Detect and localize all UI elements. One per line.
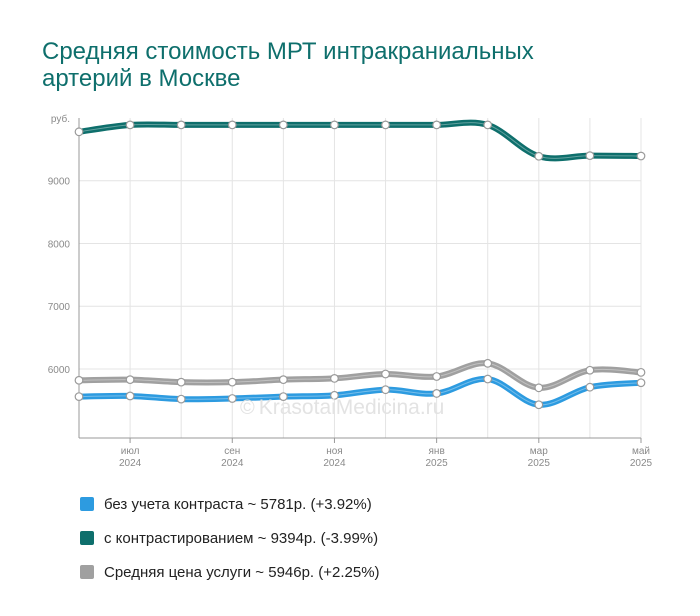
copyright-icon: ©	[240, 396, 255, 419]
data-point	[227, 394, 237, 403]
x-tick-label-year: 2024	[221, 458, 244, 469]
data-point	[381, 385, 390, 395]
series-line-0e6f6c	[76, 119, 644, 162]
x-tick-label-year: 2025	[630, 458, 653, 469]
data-point	[330, 373, 339, 383]
data-point	[74, 392, 84, 401]
y-tick-label: 8000	[48, 239, 71, 250]
y-tick-label: 6000	[48, 365, 71, 376]
watermark-text: KrasotaiMedicina.ru	[258, 396, 445, 419]
data-point	[432, 372, 442, 381]
data-point	[381, 369, 390, 379]
y-tick-label: 9000	[48, 177, 71, 188]
x-tick-label-month: сен	[224, 446, 240, 457]
data-point	[176, 377, 186, 387]
data-point	[176, 120, 186, 130]
data-point	[125, 391, 135, 401]
legend-label: с контрастированием ~ 9394р. (-3.99%)	[104, 529, 379, 547]
legend-item-no-contrast[interactable]: без учета контраста ~ 5781р. (+3.92%)	[80, 487, 380, 521]
data-point	[483, 358, 493, 368]
x-tick-label-year: 2024	[323, 458, 346, 469]
data-point	[585, 365, 595, 375]
x-tick-label-month: май	[632, 446, 650, 457]
data-point	[278, 375, 288, 385]
data-point	[74, 127, 84, 137]
legend-item-with-contrast[interactable]: с контрастированием ~ 9394р. (-3.99%)	[80, 521, 380, 555]
data-point	[534, 151, 544, 161]
x-tick-label-month: янв	[429, 446, 445, 457]
legend-swatch	[80, 565, 94, 579]
legend-swatch	[80, 531, 94, 545]
data-point	[278, 120, 288, 130]
line-chart: 9000800070006000руб.июл2024сен2024ноя202…	[48, 113, 653, 469]
data-point	[330, 120, 339, 130]
data-point	[432, 120, 442, 130]
x-tick-label-year: 2024	[119, 458, 142, 469]
data-point	[483, 374, 493, 384]
legend-label: без учета контраста ~ 5781р. (+3.92%)	[104, 495, 372, 513]
data-point	[381, 120, 390, 130]
data-point	[125, 120, 135, 130]
data-point	[125, 375, 135, 385]
data-point	[74, 375, 84, 385]
x-tick-label-month: мар	[530, 446, 548, 457]
y-tick-label: 7000	[48, 302, 71, 313]
legend-swatch	[80, 497, 94, 511]
x-tick-label-year: 2025	[528, 458, 551, 469]
data-point	[227, 120, 237, 130]
data-point	[330, 390, 339, 400]
data-point	[636, 367, 646, 377]
watermark: © KrasotaiMedicina.ru	[240, 396, 444, 420]
data-point	[585, 382, 595, 392]
data-point	[176, 394, 186, 404]
legend-item-average[interactable]: Средняя цена услуги ~ 5946р. (+2.25%)	[80, 555, 380, 589]
data-point	[585, 151, 595, 161]
data-point	[636, 151, 646, 161]
data-point	[432, 389, 442, 398]
data-point	[534, 400, 544, 410]
x-tick-label-year: 2025	[426, 458, 449, 469]
series-line-highlight	[78, 122, 641, 159]
chart-title: Средняя стоимость МРТ интракраниальных а…	[42, 38, 534, 92]
legend-label: Средняя цена услуги ~ 5946р. (+2.25%)	[104, 563, 380, 581]
y-unit-label: руб.	[51, 113, 70, 125]
x-tick-label-month: ноя	[326, 446, 343, 457]
data-point	[534, 383, 544, 393]
x-tick-label-month: июл	[121, 446, 140, 457]
data-point	[227, 377, 237, 387]
data-point	[278, 392, 288, 401]
chart-legend: без учета контраста ~ 5781р. (+3.92%) с …	[80, 487, 380, 589]
data-point	[483, 120, 493, 130]
data-point	[636, 378, 646, 388]
